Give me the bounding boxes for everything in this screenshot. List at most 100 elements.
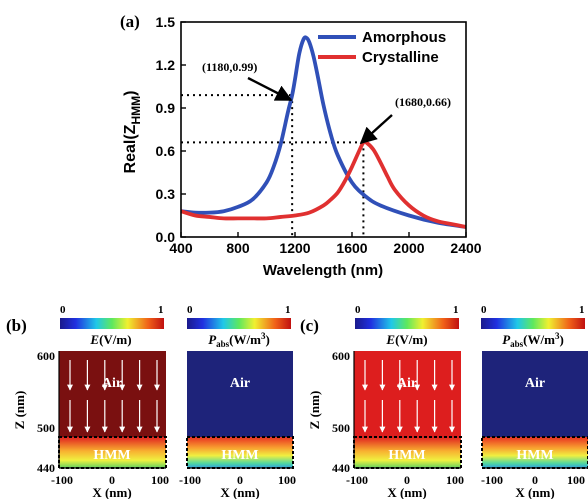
- y-tick-label: 1.2: [156, 57, 176, 73]
- x-axis-label: X (nm): [515, 485, 554, 499]
- annotation-1680: (1680,0.66): [359, 95, 451, 145]
- colorbar-title-p: Pabs(W/m3): [208, 331, 270, 349]
- x-tick-label: 800: [226, 240, 250, 256]
- x-axis-label: X (nm): [92, 485, 131, 499]
- x-axis-ticks: 400 800 1200 1600 2000 2400: [169, 232, 482, 256]
- air-region: [59, 351, 166, 437]
- x-axis-label: Wavelength (nm): [263, 262, 383, 279]
- annotation-label-1680: (1680,0.66): [395, 95, 451, 109]
- colorbar-gradient: [187, 318, 291, 329]
- legend-label-crystalline: Crystalline: [362, 49, 439, 66]
- colorbar-min: 0: [481, 304, 487, 316]
- field-arrows: [362, 360, 455, 433]
- annotation-label-1180: (1180,0.99): [202, 60, 257, 74]
- region-label-hmm: HMM: [516, 448, 553, 463]
- z-tick-440: 440: [37, 461, 55, 475]
- colorbar-gradient: [481, 318, 585, 329]
- annotation-arrow-1180: [247, 76, 293, 102]
- x-tick-0: 0: [404, 473, 410, 487]
- region-label-air: Air: [397, 376, 417, 391]
- x-tick-label: 1200: [279, 240, 310, 256]
- x-tick-label: 2000: [393, 240, 424, 256]
- y-tick-label: 0.6: [156, 143, 176, 159]
- z-tick-500: 500: [332, 421, 350, 435]
- field-map-e-c: Air HMM 600 500 440 Z (nm) -100 0 100 X …: [307, 349, 464, 499]
- z-tick-440: 440: [332, 461, 350, 475]
- colorbar-max: 1: [285, 304, 291, 316]
- colorbar-min: 0: [60, 304, 66, 316]
- x-axis-label: X (nm): [220, 485, 259, 499]
- z-axis-label: Z (nm): [12, 391, 27, 430]
- hmm-region: [354, 437, 461, 468]
- colorbar-min: 0: [187, 304, 193, 316]
- colorbar-gradient: [355, 318, 459, 329]
- colorbar-title-p: Pabs(W/m3): [502, 331, 564, 349]
- z-axis-label: Z (nm): [307, 391, 322, 430]
- hmm-region: [187, 437, 293, 468]
- panel-label-b: (b): [6, 316, 27, 335]
- field-arrows: [67, 360, 160, 433]
- x-tick-100: 100: [151, 473, 169, 487]
- colorbar-gradient: [60, 318, 164, 329]
- x-tick-0: 0: [109, 473, 115, 487]
- plot-frame: [180, 21, 467, 238]
- colorbar-e-b: 0 1 E(V/m): [60, 304, 164, 347]
- annotation-1180: (1180,0.99): [202, 60, 293, 102]
- air-region: [482, 351, 588, 437]
- heatmap-panel-c: (c) 0 1 E(V/m) Air HMM 600 500 440 Z (nm…: [300, 304, 588, 499]
- x-tick-100: 100: [446, 473, 464, 487]
- x-tick-100: 100: [567, 473, 585, 487]
- x-tick-minus100: -100: [481, 473, 503, 487]
- colorbar-e-c: 0 1 E(V/m): [355, 304, 459, 347]
- x-tick-0: 0: [237, 473, 243, 487]
- annotation-arrow-1680: [359, 114, 393, 145]
- panel-label-a: (a): [120, 12, 140, 31]
- colorbar-max: 1: [158, 304, 164, 316]
- y-tick-label: 0.0: [156, 229, 176, 245]
- y-tick-label: 0.9: [156, 100, 176, 116]
- legend: Amorphous Crystalline: [318, 29, 446, 66]
- x-tick-minus100: -100: [346, 473, 368, 487]
- y-axis-ticks: 0.0 0.3 0.6 0.9 1.2 1.5: [156, 14, 186, 245]
- colorbar-min: 0: [355, 304, 361, 316]
- region-label-hmm: HMM: [221, 448, 258, 463]
- colorbar-p-c: 0 1 Pabs(W/m3): [481, 304, 585, 349]
- panel-label-c: (c): [300, 316, 319, 335]
- region-label-hmm: HMM: [93, 448, 130, 463]
- x-tick-0: 0: [532, 473, 538, 487]
- y-axis-label: Real(ZHMM): [122, 91, 143, 174]
- x-tick-100: 100: [278, 473, 296, 487]
- air-region: [187, 351, 293, 437]
- x-tick-label: 2400: [450, 240, 481, 256]
- hmm-region: [59, 437, 166, 468]
- colorbar-p-b: 0 1 Pabs(W/m3): [187, 304, 291, 349]
- field-map-e-b: Air HMM 600 500 440 Z (nm) -100 0 100 X …: [12, 349, 169, 499]
- line-chart-panel: (a) 400 800 1200 1600 2000 2400 0.0 0.3 0.6 0.9 1…: [120, 12, 482, 279]
- heatmap-panel-b: (b) 0 1 E(V/m) Air HMM 600 500 440 Z (nm…: [6, 304, 296, 499]
- series-group: [180, 35, 467, 229]
- legend-label-amorphous: Amorphous: [362, 29, 446, 46]
- air-region: [354, 351, 461, 437]
- field-map-p-b: Air HMM -100 0 100 X (nm): [179, 351, 296, 499]
- z-tick-600: 600: [332, 349, 350, 363]
- hmm-region: [482, 437, 588, 468]
- x-axis-label: X (nm): [387, 485, 426, 499]
- colorbar-title-e: E(V/m): [385, 332, 427, 347]
- x-tick-minus100: -100: [51, 473, 73, 487]
- series-line-amorphous: [180, 35, 467, 229]
- colorbar-title-e: E(V/m): [89, 332, 131, 347]
- field-map-p-c: Air HMM -100 0 100 X (nm): [481, 351, 588, 499]
- x-tick-label: 1600: [336, 240, 367, 256]
- region-label-air: Air: [102, 376, 122, 391]
- colorbar-max: 1: [579, 304, 585, 316]
- z-tick-600: 600: [37, 349, 55, 363]
- region-label-air: Air: [230, 376, 250, 391]
- series-line-crystalline: [180, 139, 467, 229]
- x-tick-label: 400: [169, 240, 193, 256]
- region-label-hmm: HMM: [388, 448, 425, 463]
- region-label-air: Air: [525, 376, 545, 391]
- y-tick-label: 1.5: [156, 14, 176, 30]
- colorbar-max: 1: [453, 304, 459, 316]
- x-tick-minus100: -100: [179, 473, 201, 487]
